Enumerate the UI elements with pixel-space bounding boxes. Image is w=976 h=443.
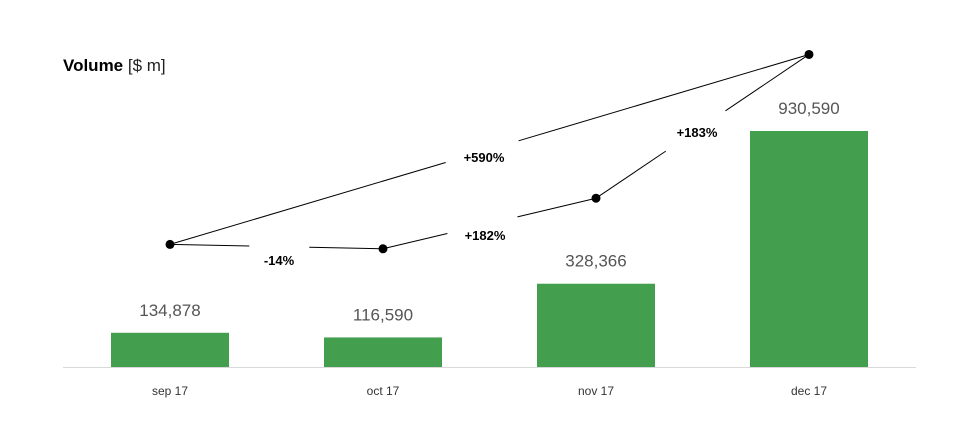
change-label: -14% (264, 253, 295, 268)
change-connector (169, 243, 250, 247)
bar (537, 283, 655, 367)
bar (324, 337, 442, 367)
change-connector (517, 197, 597, 218)
change-connector (518, 53, 810, 142)
chart-title: Volume [$ m] (63, 56, 166, 76)
change-connector (309, 246, 384, 250)
change-connector (725, 54, 810, 112)
value-label: 328,366 (565, 252, 626, 271)
value-label: 134,878 (139, 301, 200, 320)
change-connector (169, 161, 446, 245)
x-tick-label: oct 17 (367, 384, 400, 398)
change-connector (382, 232, 448, 250)
x-tick-label: sep 17 (152, 384, 188, 398)
connector-dot (804, 49, 814, 59)
change-label: +590% (464, 150, 505, 165)
connector-dot (591, 193, 601, 203)
change-label: +183% (677, 125, 718, 140)
change-connector (595, 150, 667, 199)
change-label: +182% (465, 228, 506, 243)
connector-dot (378, 244, 388, 254)
chart-title-main: Volume (63, 56, 124, 75)
bar (111, 332, 229, 367)
x-tick-label: nov 17 (578, 384, 614, 398)
connector-dot (165, 239, 175, 249)
value-label: 116,590 (353, 305, 413, 324)
x-tick-label: dec 17 (791, 384, 827, 398)
chart-title-unit: [$ m] (127, 56, 166, 75)
bar (750, 131, 868, 367)
value-label: 930,590 (778, 99, 839, 118)
